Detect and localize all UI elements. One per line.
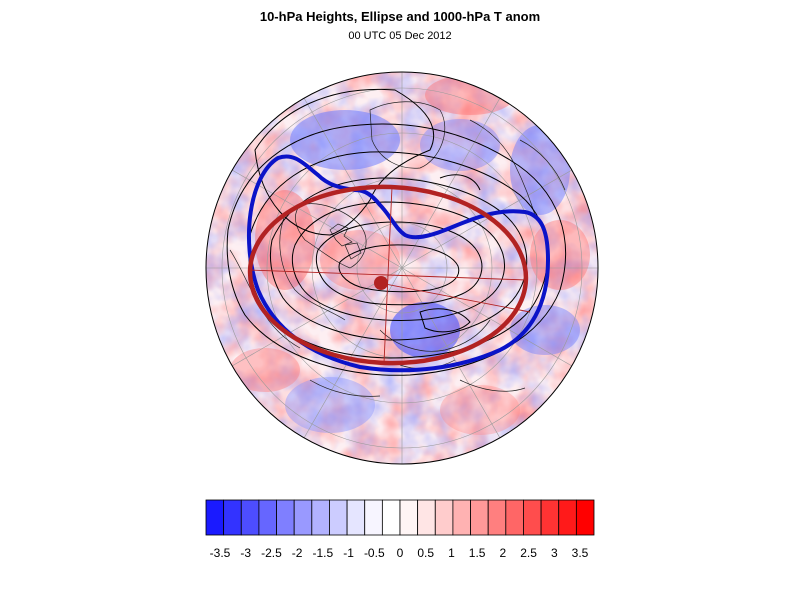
colorbar-box: [523, 499, 542, 536]
colorbar-box: [346, 499, 366, 536]
colorbar-box: [205, 499, 225, 536]
temperature-anomaly-field: [206, 72, 598, 464]
colorbar-box: [575, 499, 595, 536]
colorbar-box: [223, 499, 242, 536]
warm-anomaly-patch: [255, 190, 315, 290]
colorbar-tick-label: -2.5: [261, 546, 282, 560]
colorbar-box: [381, 499, 401, 536]
warm-anomaly-patch: [230, 348, 300, 392]
colorbar-tick-label: 3: [551, 546, 558, 560]
cold-anomaly-patch: [390, 302, 460, 358]
colorbar-tick-label: 0: [397, 546, 404, 560]
colorbar-tick-label: 1.5: [469, 546, 486, 560]
colorbar-box: [540, 499, 560, 536]
colorbar-box: [505, 499, 524, 536]
colorbar-tick-label: -3: [240, 546, 251, 560]
colorbar-box: [258, 499, 277, 536]
colorbar-tick-label: -1.5: [313, 546, 334, 560]
colorbar-box: [452, 499, 471, 536]
warm-anomaly-patch: [440, 385, 520, 435]
figure-title: 10-hPa Heights, Ellipse and 1000-hPa T a…: [259, 9, 541, 24]
cold-anomaly-patch: [290, 110, 400, 170]
coastlines: [229, 101, 566, 397]
colorbar-tick-label: -0.5: [364, 546, 385, 560]
colorbar-box: [329, 499, 348, 536]
cold-anomaly-patch: [510, 125, 570, 215]
map-border: [205, 71, 599, 465]
colorbar-labels: -3.5 -3 -2.5 -2 -1.5 -1 -0.5 0 0.5 1 1.5 2 2.5 3 3.5: [210, 546, 589, 560]
colorbar-box: [470, 499, 489, 536]
colorbar-box: [487, 499, 507, 536]
colorbar-tick-label: -2: [292, 546, 303, 560]
figure-subtitle: 00 UTC 05 Dec 2012: [348, 30, 452, 42]
colorbar-tick-label: 2.5: [520, 546, 537, 560]
colorbar-box: [558, 499, 577, 536]
colorbar-boxes: [205, 499, 595, 536]
colorbar-box: [417, 499, 436, 536]
cold-anomaly-patch: [285, 377, 375, 433]
colorbar-box: [240, 499, 260, 536]
colorbar-box: [293, 499, 313, 536]
colorbar-tick-label: -3.5: [210, 546, 231, 560]
colorbar-box: [311, 499, 330, 536]
colorbar-tick-label: 3.5: [572, 546, 589, 560]
colorbar-tick-label: 0.5: [417, 546, 434, 560]
colorbar-box: [364, 499, 383, 536]
colorbar-box: [276, 499, 295, 536]
ellipse-centroid-marker: [374, 276, 388, 290]
vortex-ellipse: [247, 184, 531, 366]
colorbar-tick-label: 1: [448, 546, 455, 560]
colorbar-box: [399, 499, 419, 536]
colorbar-tick-label: 2: [500, 546, 507, 560]
colorbar-tick-label: -1: [343, 546, 354, 560]
colorbar-box: [434, 499, 454, 536]
